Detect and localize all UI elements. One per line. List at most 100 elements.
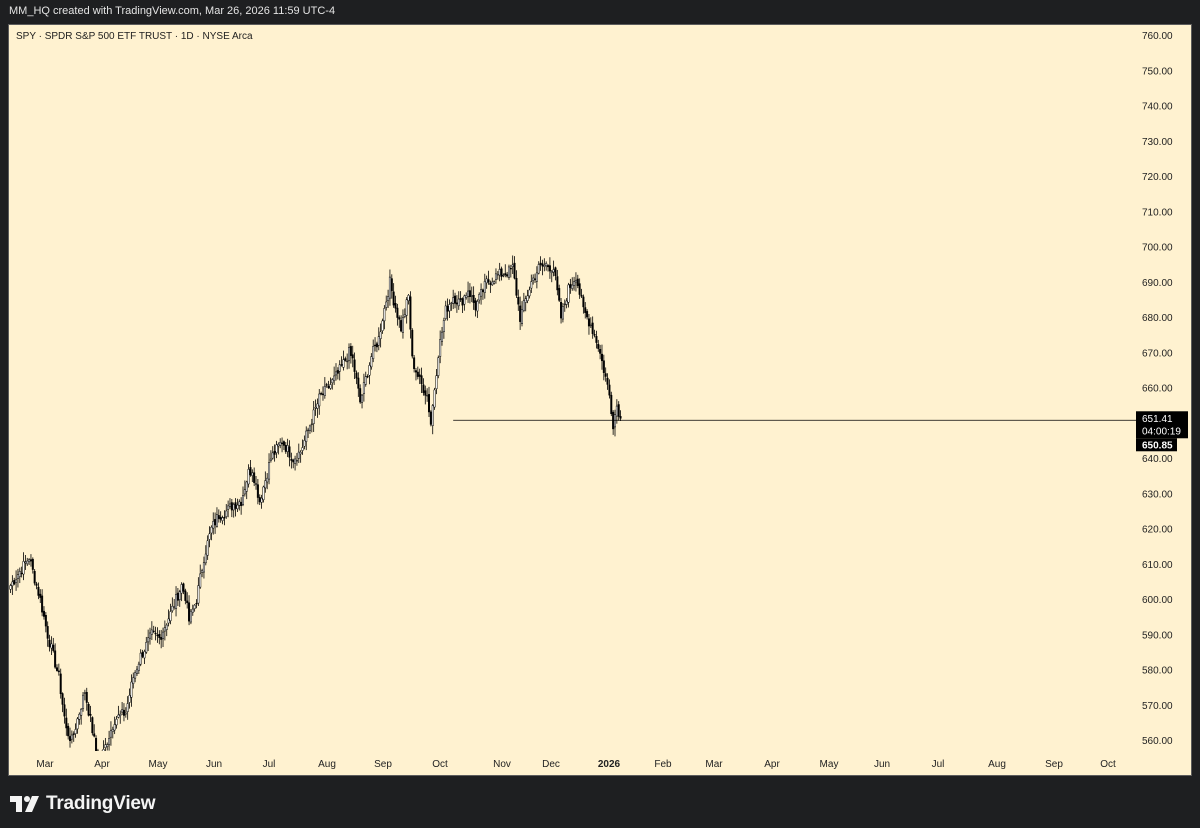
candle [76, 716, 79, 734]
candle-body [188, 602, 191, 622]
candle-body [245, 481, 248, 492]
candle [256, 478, 259, 505]
candle [173, 599, 176, 610]
candle [561, 302, 564, 323]
candle-body [99, 755, 101, 757]
candle-body [396, 307, 399, 318]
candle-body [132, 677, 135, 684]
candle-body [348, 347, 351, 361]
candle-body [472, 295, 475, 303]
candle [147, 629, 150, 652]
candle [498, 262, 501, 282]
x-tick-label: Mar [705, 759, 723, 770]
candle-body [617, 404, 620, 417]
candle-body [54, 650, 57, 668]
candle-body [149, 632, 151, 639]
candle-body [461, 298, 464, 306]
candle-body [498, 269, 501, 276]
candle-body [230, 502, 233, 511]
candle [573, 276, 576, 291]
candle [128, 688, 131, 709]
candle-body [310, 423, 313, 426]
candle-body [189, 610, 192, 623]
candle-body [587, 318, 590, 327]
y-tick-label: 660.00 [1142, 384, 1173, 395]
candle-body [548, 265, 551, 272]
candle-body [15, 579, 18, 583]
candle-body [22, 561, 25, 575]
candle [119, 710, 122, 724]
y-tick-label: 720.00 [1142, 172, 1173, 183]
candle [411, 328, 414, 359]
candle-body [307, 429, 310, 432]
candle [201, 568, 204, 578]
candle [191, 604, 194, 616]
candle [169, 603, 172, 625]
x-tick-label: Feb [654, 759, 672, 770]
y-tick-label: 710.00 [1142, 207, 1173, 218]
candle-body [186, 600, 189, 604]
candle-body [424, 390, 427, 396]
candle-body [465, 295, 468, 298]
candle-body [52, 644, 55, 651]
candle [476, 299, 479, 318]
candle [186, 592, 189, 609]
candle-body [46, 626, 49, 639]
x-tick-label: Nov [493, 759, 511, 770]
candle-body [366, 376, 369, 378]
candle-body [171, 605, 174, 612]
candle-body [401, 317, 404, 333]
candle-body [526, 295, 529, 302]
candle-body [312, 409, 315, 424]
candle-body [201, 570, 204, 573]
candle [41, 589, 44, 617]
candle-body [223, 517, 226, 519]
candle [22, 552, 25, 581]
candle [325, 382, 328, 388]
candle [249, 459, 252, 477]
candle-body [175, 594, 178, 609]
candle-body [9, 585, 12, 590]
candle [238, 499, 241, 511]
candle-body [500, 268, 503, 277]
candle [279, 438, 282, 449]
candle [426, 388, 429, 402]
candle [221, 515, 224, 525]
candle-body [305, 430, 308, 442]
candle-body [524, 298, 527, 303]
candle [548, 257, 551, 279]
candle [383, 305, 386, 330]
candle-body [72, 733, 75, 735]
x-tick-label: Sep [374, 759, 392, 770]
candle-body [535, 272, 538, 282]
candle [13, 577, 16, 586]
candle [65, 708, 68, 736]
candle [126, 696, 129, 720]
candle-body [275, 444, 278, 453]
candle [597, 339, 600, 352]
candle [385, 295, 388, 311]
candle-body [400, 320, 403, 332]
y-tick-label: 600.00 [1142, 595, 1173, 606]
candle [301, 439, 304, 455]
candle [314, 399, 317, 416]
candle-body [281, 442, 284, 445]
candle [368, 362, 371, 385]
last-price-label: 651.41 [1142, 414, 1173, 425]
candle-body [82, 694, 85, 709]
candle-body [57, 670, 60, 673]
chart-pane[interactable] [8, 24, 1192, 776]
candle-body [96, 750, 99, 751]
tradingview-logo[interactable]: TradingView [10, 793, 156, 815]
candle-body [405, 299, 408, 316]
candle [16, 568, 19, 588]
candle-body [42, 610, 45, 617]
candle-body [197, 585, 200, 604]
candle [331, 378, 334, 390]
candle [180, 582, 183, 602]
candle [251, 469, 254, 483]
candle-body [70, 734, 73, 740]
candle-body [221, 517, 224, 521]
candle-body [576, 278, 579, 286]
